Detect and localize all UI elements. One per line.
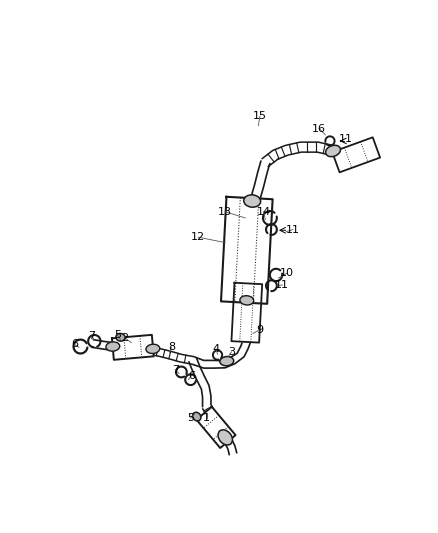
Text: 9: 9 — [256, 325, 264, 335]
Polygon shape — [92, 340, 113, 350]
Text: 1: 1 — [203, 413, 210, 423]
Polygon shape — [189, 359, 211, 407]
Ellipse shape — [106, 342, 120, 351]
Text: 5: 5 — [187, 413, 194, 423]
Text: 5: 5 — [114, 330, 121, 340]
Polygon shape — [191, 340, 251, 368]
Ellipse shape — [220, 357, 234, 366]
Text: 11: 11 — [286, 224, 300, 235]
Text: 11: 11 — [339, 134, 352, 144]
Text: 7: 7 — [88, 331, 95, 341]
Text: 12: 12 — [191, 232, 205, 242]
Polygon shape — [203, 405, 217, 420]
Polygon shape — [197, 407, 236, 448]
Text: 13: 13 — [218, 207, 232, 217]
Polygon shape — [332, 138, 380, 172]
Text: 6: 6 — [188, 371, 195, 381]
Polygon shape — [112, 335, 154, 360]
Polygon shape — [221, 197, 272, 304]
Text: 14: 14 — [257, 207, 271, 217]
Text: 15: 15 — [253, 111, 267, 122]
Text: 11: 11 — [275, 280, 289, 290]
Text: 3: 3 — [228, 347, 235, 357]
Polygon shape — [262, 142, 332, 166]
Ellipse shape — [146, 344, 160, 353]
Ellipse shape — [240, 296, 254, 305]
Ellipse shape — [116, 334, 125, 341]
Polygon shape — [149, 346, 194, 364]
Ellipse shape — [325, 146, 340, 157]
Text: 7: 7 — [172, 365, 179, 375]
Polygon shape — [225, 440, 237, 455]
Polygon shape — [231, 282, 262, 343]
Text: 6: 6 — [71, 339, 78, 349]
Text: 2: 2 — [122, 333, 129, 343]
Ellipse shape — [218, 430, 233, 445]
Text: 8: 8 — [168, 342, 175, 352]
Ellipse shape — [244, 195, 261, 207]
Text: 10: 10 — [280, 269, 294, 278]
Text: 4: 4 — [212, 344, 219, 354]
Ellipse shape — [193, 413, 201, 421]
Polygon shape — [250, 161, 270, 203]
Text: 16: 16 — [312, 124, 326, 134]
